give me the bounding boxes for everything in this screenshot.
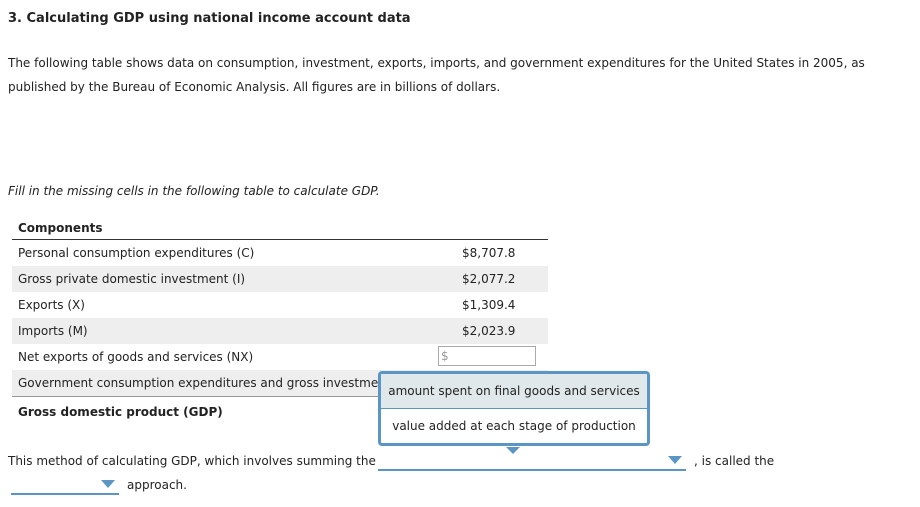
row-label: Government consumption expenditures and … xyxy=(18,376,379,390)
row-label: Exports (X) xyxy=(18,298,85,312)
row-label: Gross private domestic investment (I) xyxy=(18,272,246,286)
gdp-total-row: Gross domestic product (GDP) xyxy=(12,396,548,427)
row-label: Imports (M) xyxy=(18,324,88,338)
row-label: Net exports of goods and services (NX) xyxy=(18,350,254,364)
row-value: $2,023.9 xyxy=(462,324,516,338)
chevron-down-icon xyxy=(668,456,682,464)
sentence-part1: This method of calculating GDP, which in… xyxy=(8,454,376,468)
dropdown-option[interactable]: value added at each stage of production xyxy=(392,419,636,433)
summing-dropdown[interactable] xyxy=(378,451,686,471)
instruction-text: Fill in the missing cells in the followi… xyxy=(8,184,380,198)
table-row: Exports (X) $1,309.4 xyxy=(12,292,548,318)
dropdown-menu: amount spent on final goods and services… xyxy=(378,371,650,446)
net-exports-input[interactable]: $ xyxy=(438,346,536,366)
question-title: 3. Calculating GDP using national income… xyxy=(8,11,411,26)
dropdown-pointer xyxy=(506,447,520,454)
dropdown-option[interactable]: amount spent on final goods and services xyxy=(381,374,647,409)
approach-dropdown[interactable] xyxy=(11,475,119,495)
gdp-table: Components Personal consumption expendit… xyxy=(12,218,548,427)
row-label: Gross domestic product (GDP) xyxy=(18,405,223,419)
table-row: Imports (M) $2,023.9 xyxy=(12,318,548,344)
sentence-part2: , is called the xyxy=(694,454,775,468)
row-value: $8,707.8 xyxy=(462,246,516,260)
table-header: Components xyxy=(12,218,548,240)
table-row: Personal consumption expenditures (C) $8,… xyxy=(12,240,548,266)
intro-text: The following table shows data on consum… xyxy=(8,56,865,94)
table-row: Gross private domestic investment (I) $2,… xyxy=(12,266,548,292)
row-value: $2,077.2 xyxy=(462,272,516,286)
row-value: $1,309.4 xyxy=(462,298,516,312)
table-row: Net exports of goods and services (NX) $ xyxy=(12,344,548,370)
sentence-part3: approach. xyxy=(127,478,187,492)
row-label: Personal consumption expenditures (C) xyxy=(18,246,255,260)
chevron-down-icon xyxy=(101,480,115,488)
dollar-prefix: $ xyxy=(441,349,449,363)
